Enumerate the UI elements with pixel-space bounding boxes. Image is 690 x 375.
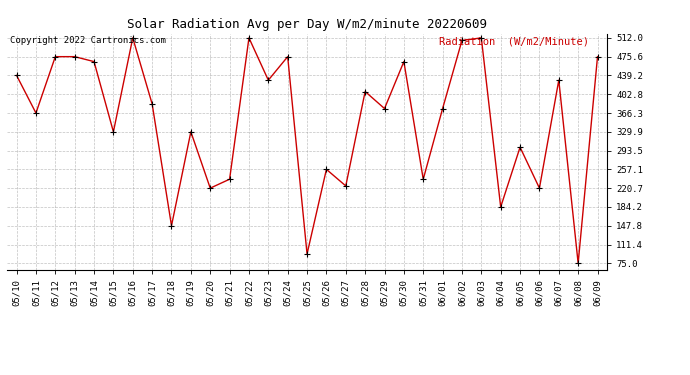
Text: Copyright 2022 Cartronics.com: Copyright 2022 Cartronics.com xyxy=(10,36,166,45)
Text: Radiation  (W/m2/Minute): Radiation (W/m2/Minute) xyxy=(439,36,589,46)
Title: Solar Radiation Avg per Day W/m2/minute 20220609: Solar Radiation Avg per Day W/m2/minute … xyxy=(127,18,487,31)
